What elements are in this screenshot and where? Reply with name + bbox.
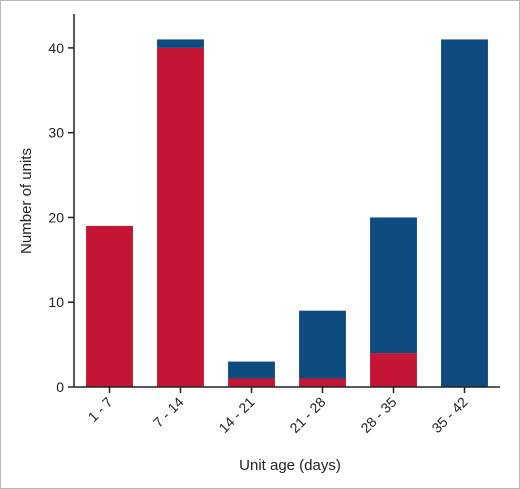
y-tick-label: 10 xyxy=(48,294,64,310)
bar-segment xyxy=(228,378,275,387)
y-tick-label: 30 xyxy=(48,125,64,141)
bar-segment xyxy=(157,39,204,48)
y-tick-label: 20 xyxy=(48,209,64,225)
x-tick-label: 1 - 7 xyxy=(84,394,115,425)
x-tick-label: 7 - 14 xyxy=(150,394,187,431)
bar-group xyxy=(86,39,488,388)
axes-group xyxy=(68,14,500,393)
y-tick-label: 0 xyxy=(56,379,64,395)
bar-segment xyxy=(370,217,417,354)
x-tick-label: 28 - 35 xyxy=(357,394,399,436)
y-tick-label: 40 xyxy=(48,40,64,56)
x-tick-label: 21 - 28 xyxy=(286,394,328,436)
bar-segment xyxy=(228,361,275,379)
bar-segment xyxy=(299,378,346,387)
x-tick-label: 35 - 42 xyxy=(428,394,470,436)
bar-segment xyxy=(157,47,204,387)
bar-segment xyxy=(86,225,133,387)
bar-segment xyxy=(370,353,417,387)
bar-segment xyxy=(299,310,346,379)
y-axis-label: Number of units xyxy=(18,148,35,254)
x-tick-label: 14 - 21 xyxy=(215,394,257,436)
x-axis-label: Unit age (days) xyxy=(239,457,341,474)
bar-segment xyxy=(441,39,488,388)
